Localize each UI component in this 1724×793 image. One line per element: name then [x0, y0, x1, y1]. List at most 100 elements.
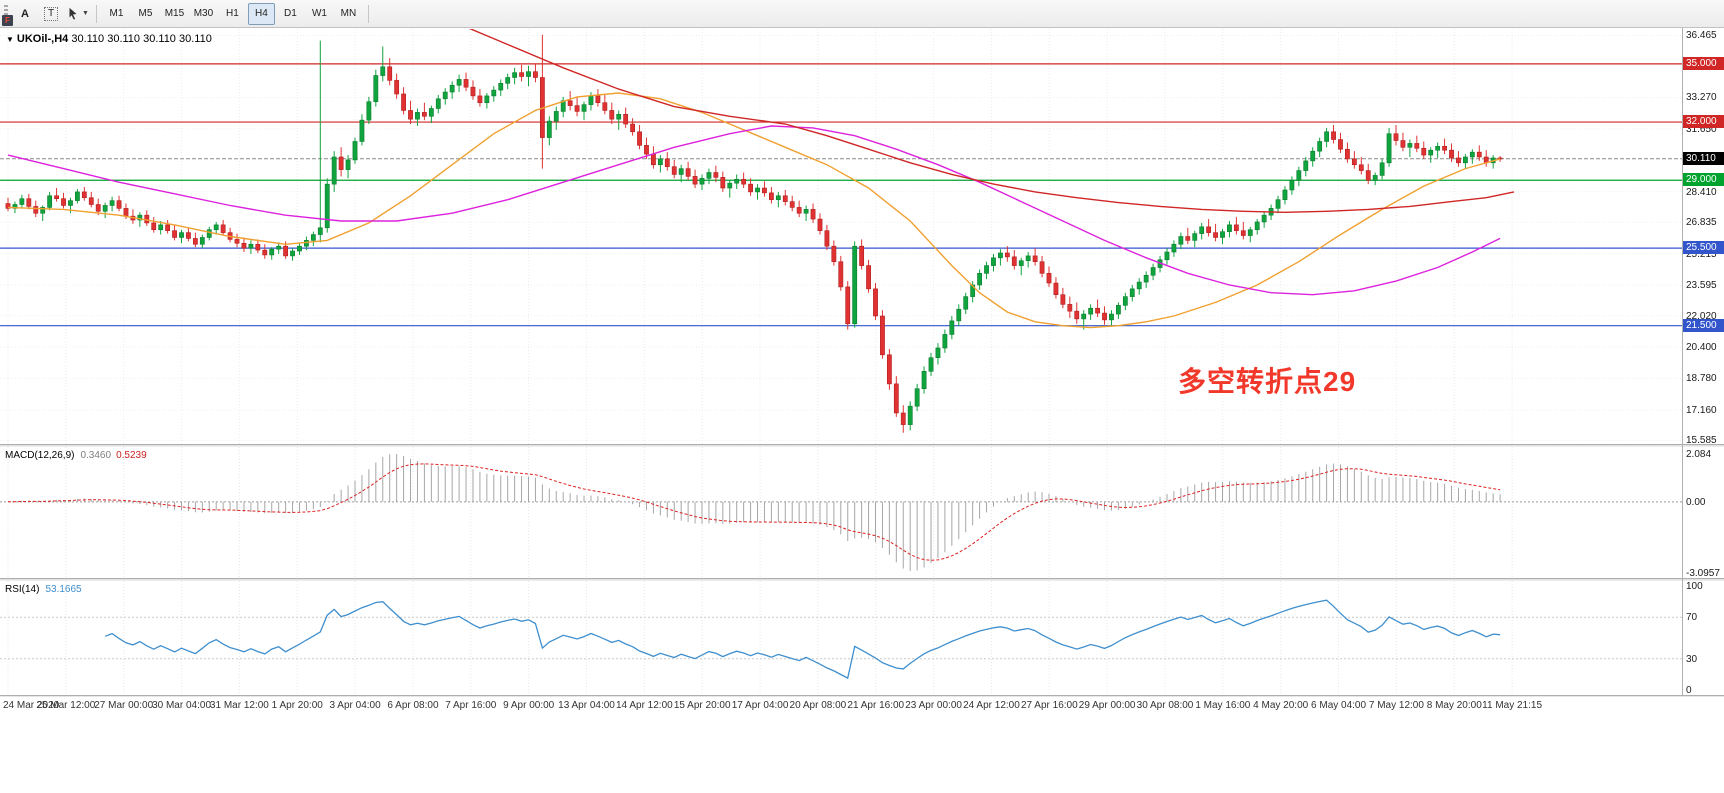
time-axis-label: 6 May 04:00	[1311, 700, 1367, 711]
price-axis-border	[1682, 28, 1683, 695]
time-axis-label: 30 Apr 08:00	[1136, 700, 1194, 711]
time-axis-label: 21 Apr 16:00	[847, 700, 905, 711]
chart-annotation-text: 多空转折点29	[1178, 366, 1357, 397]
time-axis-label: 31 Mar 12:00	[209, 700, 269, 711]
time-axis-label: 6 Apr 08:00	[387, 700, 439, 711]
time-axis-label: 27 Apr 16:00	[1020, 700, 1078, 711]
price-axis-label: 33.270	[1686, 92, 1717, 104]
candles-layer	[5, 34, 1503, 433]
price-level-tag: 29.000	[1683, 173, 1724, 187]
toolbar-separator-2	[367, 4, 369, 23]
rsi-header: RSI(14) 53.1665	[5, 584, 82, 595]
time-axis-label: 13 Apr 04:00	[558, 700, 615, 711]
timeframe-button-m30[interactable]: M30	[193, 8, 214, 19]
macd-panel[interactable]	[0, 447, 1682, 578]
text-label-tool-button[interactable]: A	[21, 7, 29, 20]
macd-axis-label: 0.00	[1686, 496, 1706, 508]
collapse-triangle-icon[interactable]: ▼	[6, 35, 14, 44]
time-axis-label: 8 May 20:00	[1426, 700, 1482, 711]
timeframe-button-m1[interactable]: M1	[109, 8, 124, 19]
rsi-axis-label: 100	[1686, 581, 1703, 592]
price-axis-label: 31.650	[1686, 123, 1717, 135]
macd-histogram	[14, 454, 1501, 571]
symbol-timeframe-label: UKOil-,H4	[16, 33, 69, 45]
time-axis-label: 11 May 21:15	[1482, 700, 1543, 711]
price-axis-label: 15.585	[1686, 435, 1717, 447]
timeframe-button-h4[interactable]: H4	[247, 2, 275, 25]
panel-divider[interactable]	[0, 444, 1724, 447]
macd-signal-value: 0.5239	[116, 450, 147, 461]
time-axis-label: 30 Mar 04:00	[152, 700, 212, 711]
macd-label: MACD(12,26,9)	[5, 450, 75, 461]
macd-axis-label: -3.0957	[1686, 568, 1720, 579]
ma-slow-red	[468, 29, 1515, 214]
time-axis-label: 3 Apr 04:00	[329, 700, 381, 711]
current-price-tag: 30.110	[1683, 151, 1724, 165]
ma-fast-orange	[7, 92, 1501, 329]
price-axis-label: 20.400	[1686, 342, 1717, 354]
price-axis-label: 36.465	[1686, 30, 1717, 42]
time-axis-label: 1 Apr 20:00	[271, 700, 323, 711]
time-axis-label: 27 Mar 00:00	[94, 700, 154, 711]
price-level-tag: 32.000	[1683, 115, 1724, 129]
time-axis-label: 17 Apr 04:00	[731, 700, 789, 711]
time-axis-label: 15 Apr 20:00	[673, 700, 731, 711]
rsi-axis-label: 70	[1686, 612, 1698, 624]
text-tool-icon: T	[43, 6, 59, 21]
price-level-tag: 21.500	[1683, 318, 1724, 332]
chart-window-icon[interactable]: F	[2, 15, 13, 26]
macd-axis-label: 2.084	[1686, 449, 1712, 460]
time-axis-label: 9 Apr 00:00	[503, 700, 555, 711]
time-axis-label: 14 Apr 12:00	[615, 700, 673, 711]
price-axis-label: 23.595	[1686, 280, 1717, 292]
rsi-panel[interactable]	[0, 581, 1682, 695]
main-chart-panel[interactable]	[0, 29, 1682, 444]
price-axis-label: 26.835	[1686, 217, 1717, 229]
timeframe-button-m5[interactable]: M5	[138, 8, 153, 19]
price-axis-label: 28.410	[1686, 186, 1717, 198]
time-axis-label: 7 Apr 16:00	[445, 700, 497, 711]
chart-title: ▼ UKOil-,H4 30.110 30.110 30.110 30.110	[6, 33, 212, 45]
chevron-down-icon: ▼	[82, 10, 89, 17]
time-axis-label: 4 May 20:00	[1253, 700, 1309, 711]
cursor-icon	[69, 7, 77, 20]
timeframe-button-group: M1 M5 M15 M30 H1 H4 D1 W1 MN	[102, 2, 363, 25]
panel-divider[interactable]	[0, 578, 1724, 581]
ohlc-quote: 30.110 30.110 30.110 30.110	[71, 33, 212, 45]
ma-medium-magenta	[7, 125, 1501, 296]
panel-divider	[0, 695, 1724, 697]
cursor-tool-button[interactable]: ▼	[65, 3, 90, 25]
time-axis-label: 23 Apr 00:00	[905, 700, 962, 711]
time-axis-label: 1 May 16:00	[1195, 700, 1251, 711]
timeframe-button-d1[interactable]: D1	[284, 8, 297, 19]
timeframe-button-mn[interactable]: MN	[340, 8, 357, 19]
price-axis-label: 22.020	[1686, 310, 1717, 322]
toolbar-separator	[95, 4, 97, 23]
rsi-label: RSI(14)	[5, 584, 40, 595]
time-axis-label: 24 Mar 2020	[3, 700, 60, 711]
time-axis-label: 20 Apr 08:00	[789, 700, 847, 711]
macd-signal-line	[7, 463, 1501, 561]
rsi-value: 53.1665	[45, 584, 82, 595]
timeframe-button-h1[interactable]: H1	[226, 8, 239, 19]
time-axis-label: 7 May 12:00	[1368, 700, 1424, 711]
macd-header: MACD(12,26,9) 0.3460 0.5239	[5, 450, 147, 461]
time-axis-label: 25 Mar 12:00	[36, 700, 96, 711]
toolbar: A T ▼ M1 M5 M15 M30 H1 H4 D1 W1 MN	[0, 0, 1724, 28]
price-level-tag: 35.000	[1683, 56, 1724, 70]
timeframe-button-w1[interactable]: W1	[311, 8, 327, 19]
price-axis-label: 17.160	[1686, 404, 1717, 416]
toolbar-drag-handle[interactable]	[4, 4, 8, 23]
rsi-axis-label: 30	[1686, 653, 1698, 665]
text-tool-button[interactable]: T	[39, 3, 63, 25]
timeframe-button-m15[interactable]: M15	[164, 8, 185, 19]
macd-main-value: 0.3460	[80, 450, 112, 461]
rsi-line	[104, 599, 1501, 680]
time-axis-label: 29 Apr 00:00	[1078, 700, 1136, 711]
price-level-tag: 25.500	[1683, 241, 1724, 255]
price-axis-label: 18.780	[1686, 373, 1717, 385]
price-axis-label: 25.215	[1686, 248, 1717, 260]
time-axis-label: 24 Apr 12:00	[963, 700, 1020, 711]
rsi-axis-label: 0	[1686, 685, 1692, 696]
